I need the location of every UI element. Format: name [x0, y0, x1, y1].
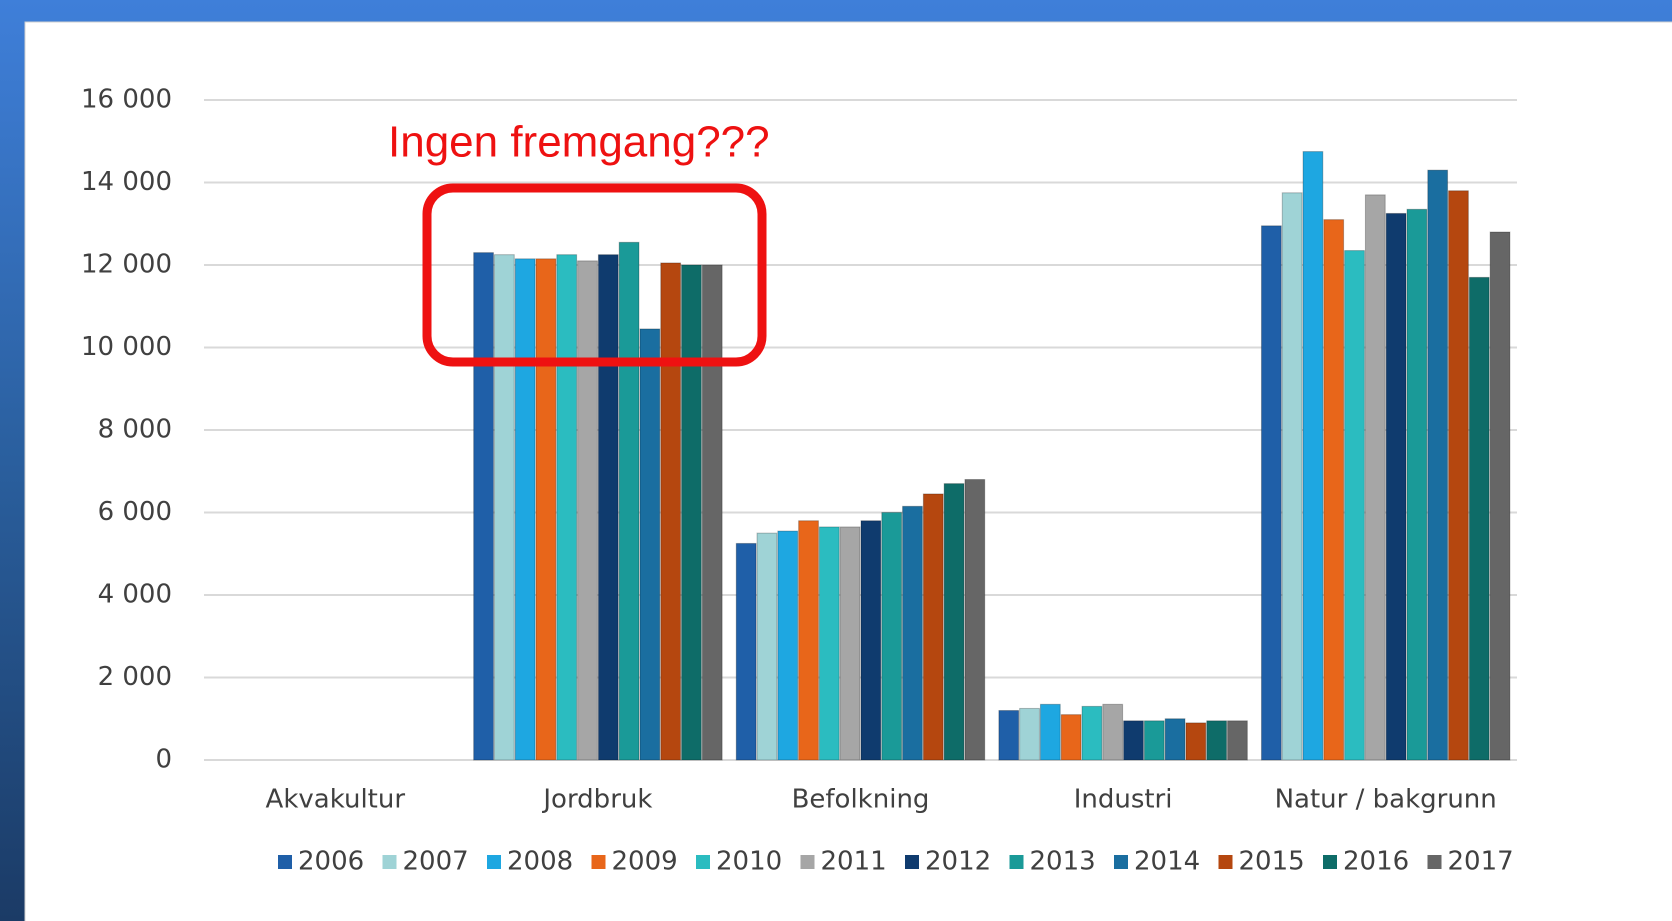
bar: [798, 520, 819, 761]
bar: [902, 505, 923, 761]
bar: [639, 328, 661, 761]
bar: [473, 252, 494, 761]
y-tick-label: 0: [155, 745, 172, 775]
y-tick-label: 12 000: [81, 250, 172, 280]
bar: [1060, 714, 1082, 761]
bar: [1344, 250, 1365, 761]
bar: [756, 532, 778, 761]
bar: [777, 530, 799, 761]
bar: [881, 512, 903, 761]
x-tick-label: Natur / bakgrunn: [1275, 785, 1497, 815]
bar: [577, 260, 598, 761]
legend-swatch: [696, 855, 710, 869]
legend-swatch: [1218, 855, 1233, 869]
legend-label: 2007: [403, 847, 469, 877]
legend-label: 2008: [507, 847, 573, 877]
bar: [597, 254, 619, 761]
bar: [839, 526, 861, 761]
x-tick-label: Befolkning: [792, 785, 930, 815]
bar: [1123, 720, 1144, 761]
y-tick-label: 4 000: [98, 580, 172, 610]
y-tick-label: 8 000: [98, 415, 172, 445]
bar: [1385, 212, 1407, 761]
legend-swatch: [1427, 855, 1442, 869]
bar: [1302, 151, 1324, 761]
bar: [1164, 718, 1186, 761]
legend-swatch: [1114, 855, 1128, 869]
legend-label: 2014: [1134, 847, 1200, 877]
legend-swatch: [905, 855, 919, 869]
x-tick-label: Industri: [1074, 785, 1173, 815]
bar: [1185, 722, 1207, 761]
bar: [1019, 707, 1040, 761]
bar: [1281, 192, 1303, 761]
bar: [1039, 703, 1061, 761]
legend-label: 2011: [821, 847, 887, 877]
legend-label: 2015: [1239, 847, 1305, 877]
bar: [735, 542, 757, 761]
bar: [1468, 276, 1490, 761]
bar: [701, 264, 723, 761]
bar: [860, 520, 882, 761]
bar: [1081, 705, 1103, 761]
legend-swatch: [278, 855, 292, 869]
x-tick-label: Jordbruk: [541, 785, 652, 815]
y-tick-label: 2 000: [98, 662, 172, 692]
x-tick-label: Akvakultur: [266, 785, 406, 815]
legend-label: 2013: [1030, 847, 1096, 877]
bar: [556, 254, 578, 761]
legend-swatch: [1323, 855, 1337, 869]
bar: [922, 493, 944, 761]
legend-swatch: [1009, 855, 1024, 869]
y-tick-label: 14 000: [81, 167, 172, 197]
bar: [660, 262, 682, 761]
annotation-box: [422, 183, 767, 367]
y-tick-label: 10 000: [81, 332, 172, 362]
legend-label: 2017: [1448, 847, 1514, 877]
legend-label: 2010: [716, 847, 782, 877]
legend-label: 2006: [298, 847, 364, 877]
legend-swatch: [382, 855, 397, 869]
bar: [535, 258, 557, 761]
legend-swatch: [487, 855, 501, 869]
bar: [1143, 720, 1165, 761]
bar: [1448, 190, 1469, 761]
bar: [493, 254, 515, 761]
bar: [1406, 208, 1428, 761]
bar: [964, 479, 986, 761]
bar: [1323, 219, 1345, 761]
bar: [1427, 169, 1449, 761]
bar: [1227, 720, 1248, 761]
bar: [1260, 225, 1282, 761]
y-tick-label: 6 000: [98, 497, 172, 527]
bar: [1364, 194, 1386, 761]
bar: [1102, 703, 1124, 761]
bar: [818, 526, 840, 761]
bar: [1206, 720, 1228, 761]
bar: [514, 258, 536, 761]
annotation: Ingen fremgang???: [388, 118, 770, 167]
legend-label: 2016: [1343, 847, 1409, 877]
bar: [998, 710, 1020, 761]
legend-swatch: [591, 855, 606, 869]
y-tick-label: 16 000: [81, 85, 172, 115]
legend-label: 2012: [925, 847, 991, 877]
legend-label: 2009: [612, 847, 678, 877]
bar: [681, 264, 702, 761]
bar: [943, 483, 965, 761]
bar: [618, 241, 640, 761]
bar: [1489, 231, 1511, 761]
legend-swatch: [800, 855, 815, 869]
